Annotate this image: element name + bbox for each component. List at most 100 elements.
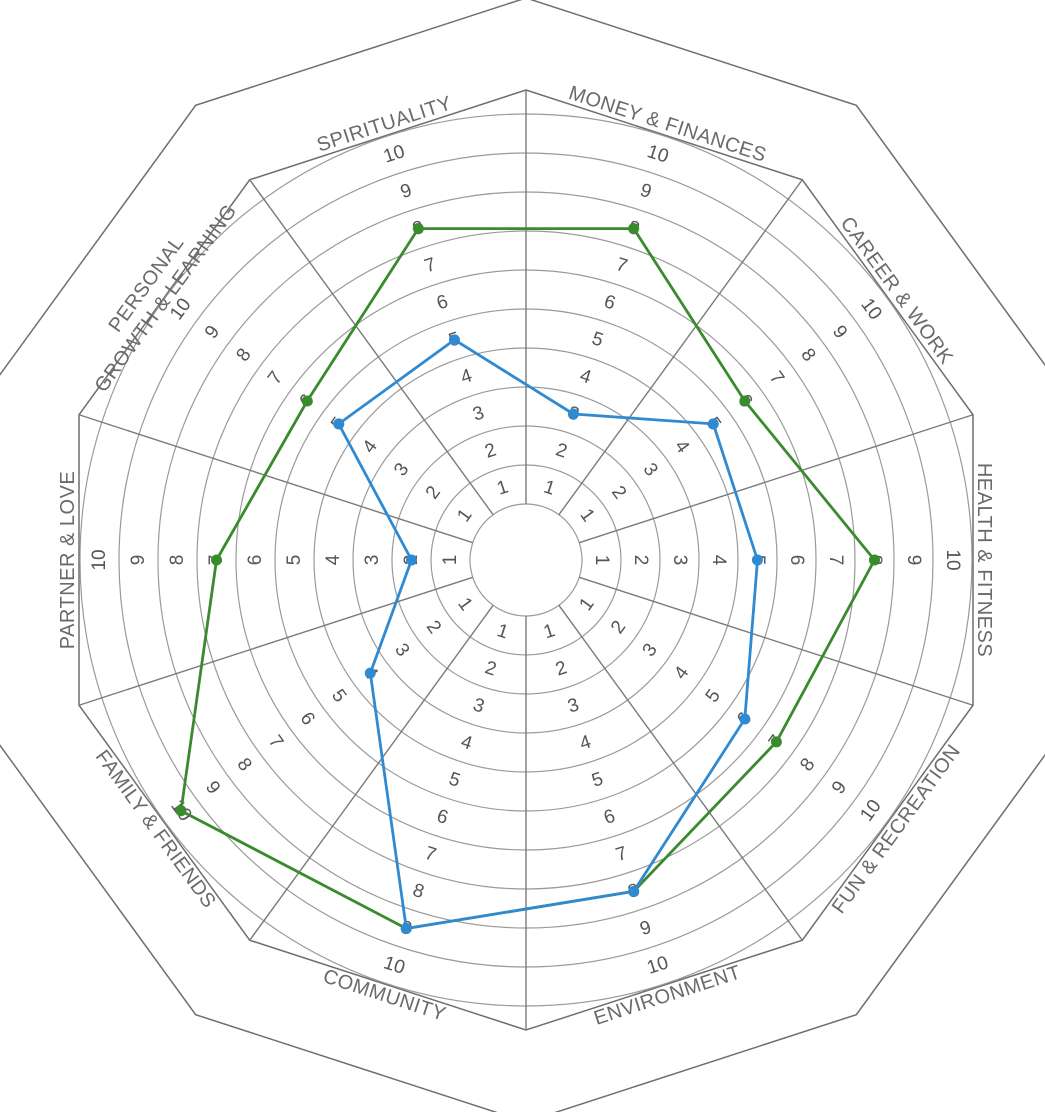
sector-divider [579,414,974,544]
tick-label: 10 [381,141,408,168]
tick-label: 3 [639,459,662,480]
data-point [400,923,412,935]
tick-label: 2 [482,439,499,462]
data-point [567,408,579,420]
tick-label: 10 [856,796,885,825]
tick-label: 6 [434,806,451,829]
data-series [175,223,880,935]
tick-label: 3 [470,402,487,425]
tick-label: 8 [232,754,255,775]
tick-label: 6 [296,709,319,730]
scale-tick-labels: 1234567891012345678910123456789101234567… [89,141,963,979]
data-point [707,418,719,430]
sector-divider [249,179,494,516]
series-2 [333,334,763,935]
data-point [175,805,187,817]
series-1 [175,223,880,935]
data-point [739,395,751,407]
tick-label: 10 [89,549,110,570]
tick-label: 4 [458,365,475,388]
tick-label: 2 [422,617,445,638]
tick-label: 1 [541,620,558,643]
data-point [333,418,345,430]
tick-label: 5 [327,686,350,707]
tick-label: 5 [589,328,606,351]
tick-label: 9 [903,555,924,566]
tick-label: 9 [637,180,654,203]
tick-label: 3 [669,555,690,566]
tick-label: 8 [796,754,819,775]
tick-label: 7 [613,254,630,277]
data-point [869,554,880,566]
tick-label: 7 [613,843,630,866]
data-point [301,395,313,407]
tick-label: 2 [607,482,630,503]
tick-label: 9 [201,777,224,798]
data-point [448,334,460,346]
tick-label: 1 [440,555,461,566]
category-label: GROWTH & LEARNING [91,200,242,396]
data-point [628,223,640,235]
tick-label: 9 [128,555,149,566]
tick-label: 3 [390,459,413,480]
tick-label: 3 [639,640,662,661]
tick-label: 2 [607,617,630,638]
tick-label: 3 [470,694,487,717]
tick-label: 8 [167,555,188,566]
tick-label: 7 [264,731,287,752]
sector-divider [78,576,473,706]
data-point [770,736,782,748]
tick-label: 4 [577,365,594,388]
data-point [412,223,424,235]
tick-label: 5 [702,686,725,707]
sector-dividers [78,90,974,1030]
tick-label: 7 [825,555,846,566]
tick-label: 3 [362,555,383,566]
tick-label: 2 [482,657,499,680]
tick-label: 9 [828,777,851,798]
tick-label: 4 [670,436,693,457]
tick-label: 7 [765,368,788,389]
tick-label: 3 [565,694,582,717]
tick-label: 10 [644,952,671,979]
tick-label: 6 [245,555,266,566]
tick-label: 2 [422,482,445,503]
tick-label: 4 [708,555,729,566]
data-point [406,554,417,566]
tick-label: 1 [541,477,558,500]
tick-label: 3 [390,640,413,661]
data-point [739,713,751,725]
sector-divider [78,414,473,544]
tick-label: 6 [434,291,451,314]
tick-label: 6 [601,806,618,829]
tick-label: 1 [453,505,476,526]
tick-label: 10 [381,952,408,979]
tick-label: 1 [453,594,476,615]
tick-label: 7 [422,843,439,866]
tick-label: 4 [577,731,594,754]
tick-label: 10 [644,141,671,168]
tick-label: 4 [670,662,693,683]
tick-label: 1 [494,620,511,643]
tick-label: 4 [359,436,382,457]
data-point [364,667,376,679]
scale-ring [469,503,583,617]
tick-label: 8 [796,345,819,366]
category-label: HEALTH & FITNESS [973,463,995,657]
sector-divider [579,576,974,706]
sector-divider [249,604,494,941]
sector-divider [558,604,803,941]
tick-label: 9 [201,322,224,343]
tick-label: 6 [601,291,618,314]
tick-label: 5 [284,555,305,566]
category-label: CAREER & WORK [836,213,958,369]
category-label: FAMILY & FRIENDS [91,746,220,912]
data-point [752,554,763,566]
tick-label: 1 [575,505,598,526]
tick-label: 8 [232,345,255,366]
tick-label: 5 [589,769,606,792]
tick-label: 7 [422,254,439,277]
sector-divider [558,179,803,516]
tick-label: 9 [637,917,654,940]
